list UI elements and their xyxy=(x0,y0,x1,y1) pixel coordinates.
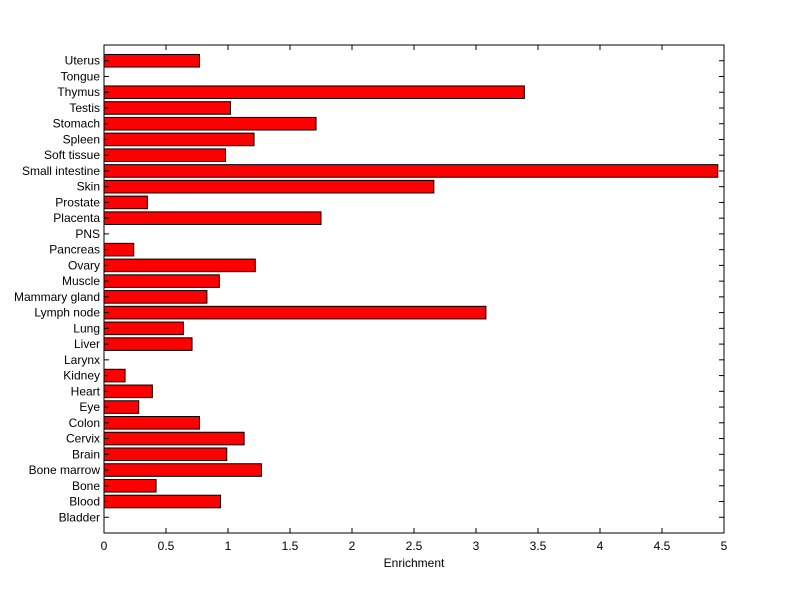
bar-heart xyxy=(103,384,153,399)
y-tick-label: Blood xyxy=(69,495,100,509)
y-tick-label: Mammary gland xyxy=(14,290,100,304)
x-tick-label: 2.5 xyxy=(406,539,423,553)
y-tick-label: Lymph node xyxy=(34,306,100,320)
bar-skin xyxy=(103,179,435,194)
bar-stomach xyxy=(103,116,317,131)
x-tick-label: 3.5 xyxy=(530,539,547,553)
x-tick-label: 0 xyxy=(101,539,108,553)
bar-ovary xyxy=(103,258,256,273)
bar-lung xyxy=(103,321,184,336)
y-tick-label: Ovary xyxy=(68,258,100,272)
y-tick-label: Kidney xyxy=(63,369,100,383)
y-tick-label: Small intestine xyxy=(22,164,100,178)
y-tick-label: Spleen xyxy=(63,132,100,146)
y-tick-label: Brain xyxy=(72,447,100,461)
bar-cervix xyxy=(103,431,245,446)
y-tick-label: Prostate xyxy=(55,195,100,209)
y-tick-label: Uterus xyxy=(65,54,100,68)
x-tick-label: 1 xyxy=(225,539,232,553)
x-tick-label: 4.5 xyxy=(654,539,671,553)
x-axis-label: Enrichment xyxy=(384,556,445,570)
ticks-layer xyxy=(103,45,725,533)
y-tick-label: Stomach xyxy=(53,117,100,131)
bar-eye xyxy=(103,400,140,414)
x-tick-label: 5 xyxy=(721,539,728,553)
y-tick-label: Larynx xyxy=(64,353,100,367)
bar-lymph-node xyxy=(103,305,487,320)
bar-testis xyxy=(103,101,231,115)
bar-blood xyxy=(103,494,222,509)
x-tick-label: 0.5 xyxy=(158,539,175,553)
bar-bone-marrow xyxy=(103,463,262,477)
y-tick-label: Bone marrow xyxy=(29,463,101,477)
y-tick-label: Placenta xyxy=(53,211,100,225)
x-tick-label: 1.5 xyxy=(282,539,299,553)
y-tick-label: PNS xyxy=(75,227,100,241)
bar-bone xyxy=(103,478,157,493)
y-tick-label: Thymus xyxy=(57,85,100,99)
y-tick-label: Lung xyxy=(73,321,100,335)
y-tick-label: Colon xyxy=(69,416,100,430)
y-tick-label: Soft tissue xyxy=(44,148,100,162)
x-tick-label: 4 xyxy=(597,539,604,553)
bar-placenta xyxy=(103,211,322,225)
bar-soft-tissue xyxy=(103,148,227,162)
bar-muscle xyxy=(103,274,220,288)
bar-mammary-gland xyxy=(103,290,208,304)
bar-colon xyxy=(103,416,200,430)
y-tick-label: Eye xyxy=(79,400,100,414)
y-tick-label: Tongue xyxy=(61,69,101,83)
y-tick-label: Bone xyxy=(72,479,100,493)
bar-small-intestine xyxy=(103,164,719,178)
bar-spleen xyxy=(103,132,255,147)
bar-prostate xyxy=(103,195,148,210)
plot-area-frame xyxy=(103,44,725,534)
bar-uterus xyxy=(103,53,200,68)
bar-brain xyxy=(103,447,228,462)
y-tick-label: Liver xyxy=(74,337,100,351)
x-tick-label: 2 xyxy=(349,539,356,553)
y-tick-label: Testis xyxy=(69,101,100,115)
y-tick-label: Bladder xyxy=(59,510,100,524)
y-tick-label: Pancreas xyxy=(49,243,100,257)
bar-liver xyxy=(103,337,193,351)
bar-thymus xyxy=(103,85,525,100)
y-tick-label: Skin xyxy=(77,180,100,194)
y-tick-label: Heart xyxy=(71,384,101,398)
x-tick-label: 3 xyxy=(473,539,480,553)
y-tick-label: Muscle xyxy=(62,274,100,288)
y-tick-label: Cervix xyxy=(66,432,100,446)
